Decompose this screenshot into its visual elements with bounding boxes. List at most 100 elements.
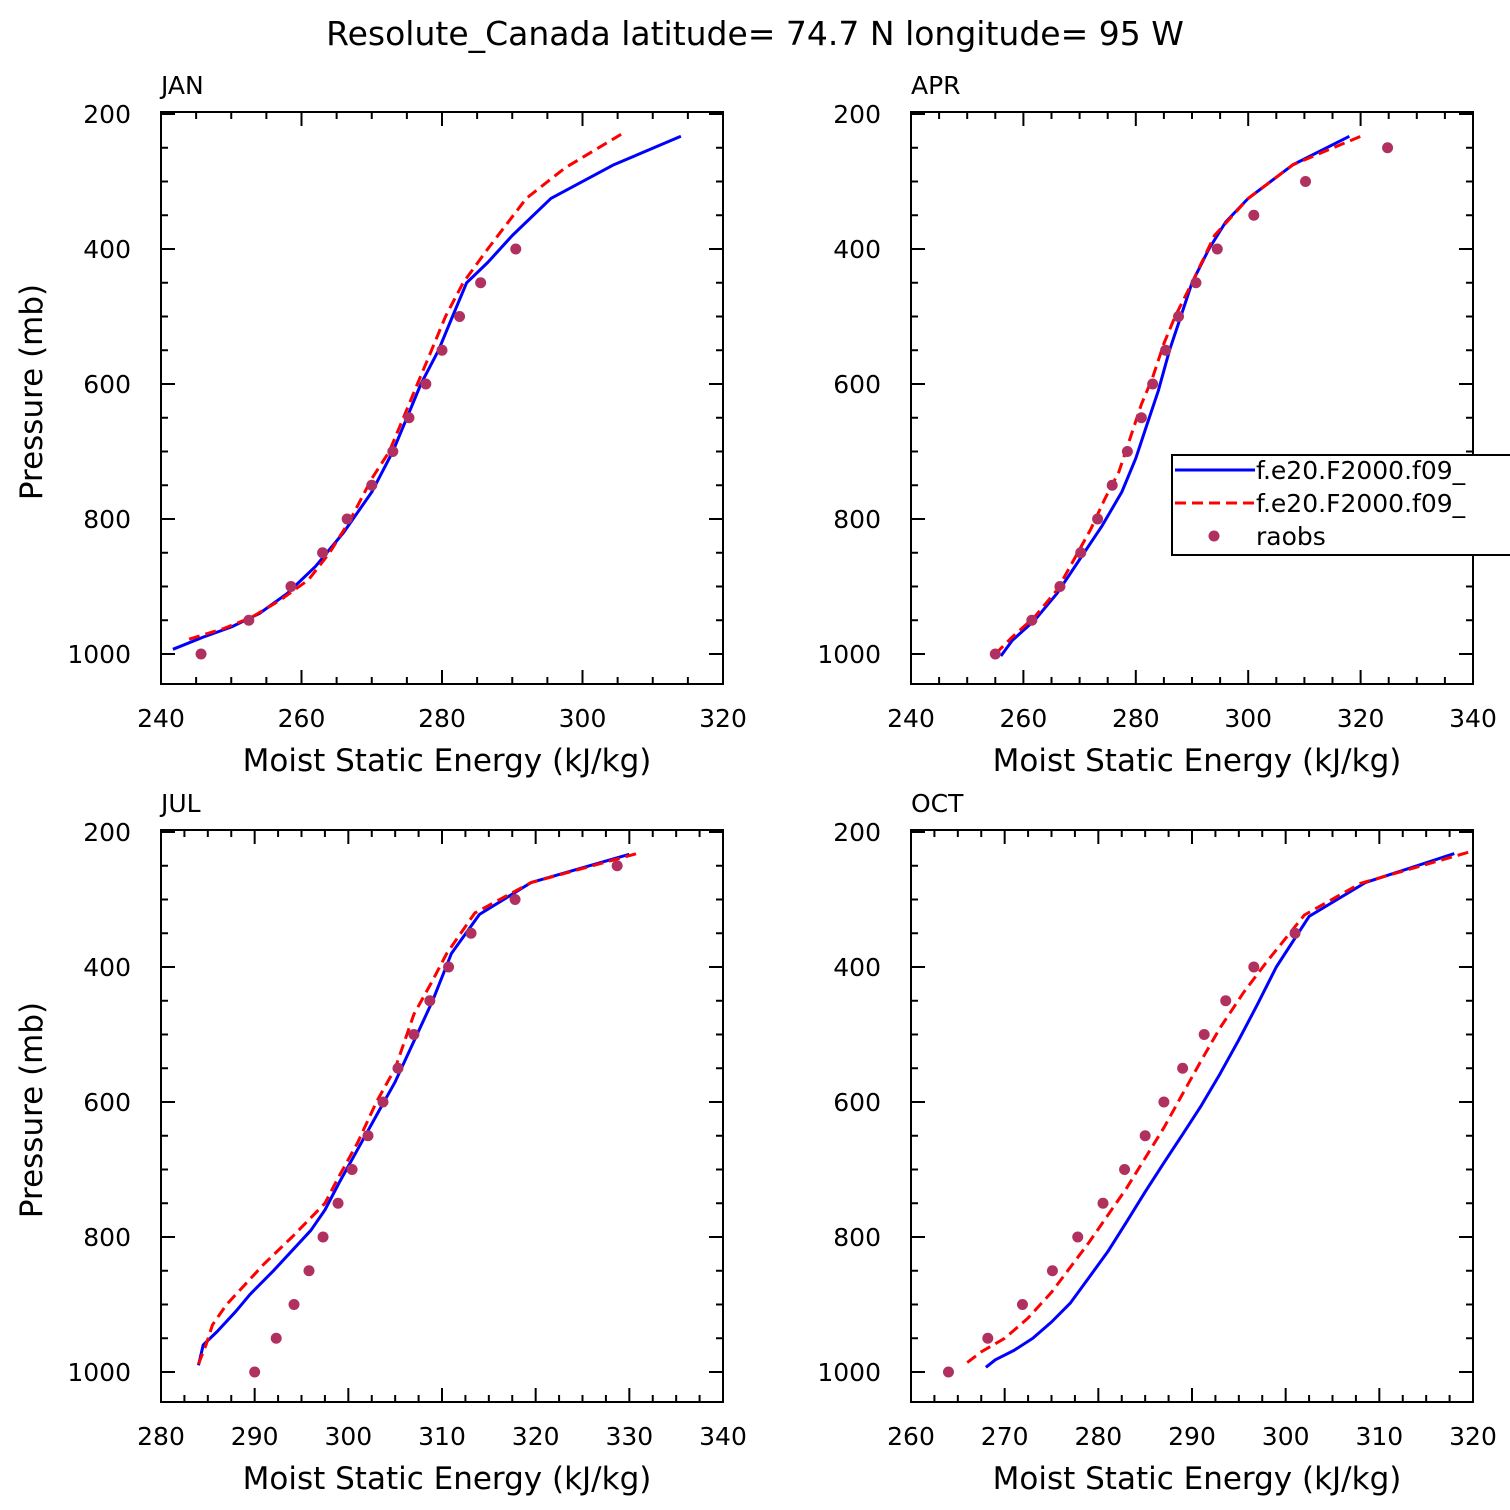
raobs-point	[611, 860, 623, 872]
x-tick-label: 310	[418, 1422, 466, 1451]
x-tick-label: 280	[1112, 704, 1160, 733]
raobs-point	[1198, 1029, 1210, 1040]
panel-title: JUL	[159, 789, 201, 818]
y-tick-label: 600	[83, 370, 131, 399]
plot-frame	[160, 111, 724, 685]
x-tick-label: 260	[1000, 704, 1048, 733]
x-tick-label: 270	[981, 1422, 1029, 1451]
raobs-point	[1026, 614, 1038, 626]
raobs-point	[942, 1366, 954, 1378]
raobs-point	[1072, 1231, 1084, 1243]
raobs-point	[1121, 446, 1133, 457]
x-tick-label: 280	[418, 704, 466, 733]
raobs-point	[443, 961, 455, 973]
raobs-point	[475, 277, 487, 289]
model2-line	[966, 850, 1469, 1364]
raobs-point	[1211, 243, 1223, 255]
y-tick-label: 800	[83, 1223, 131, 1252]
raobs-point	[1075, 547, 1087, 559]
model2-line	[188, 133, 622, 641]
raobs-point	[1097, 1197, 1109, 1209]
raobs-point	[1248, 209, 1260, 221]
raobs-point	[1177, 1062, 1189, 1074]
x-tick-label: 260	[887, 1422, 935, 1451]
x-tick-label: 300	[1262, 1422, 1310, 1451]
y-tick-label: 200	[83, 100, 131, 129]
plot-frame	[910, 111, 1474, 685]
raobs-point	[392, 1062, 404, 1074]
raobs-point	[377, 1096, 389, 1108]
x-axis-label: Moist Static Energy (kJ/kg)	[993, 1461, 1402, 1497]
raobs-point	[436, 344, 448, 356]
raobs-point	[1139, 1130, 1151, 1142]
raobs-point	[1220, 995, 1232, 1007]
x-tick-label: 320	[1337, 704, 1385, 733]
legend-label-raobs: raobs	[1256, 522, 1326, 551]
y-tick-label: 400	[833, 235, 881, 264]
y-tick-label: 400	[83, 235, 131, 264]
raobs-point	[1106, 479, 1118, 491]
y-tick-label: 1000	[67, 1358, 131, 1387]
raobs-point	[303, 1265, 315, 1277]
raobs-point	[285, 581, 297, 592]
x-axis-label: Moist Static Energy (kJ/kg)	[993, 743, 1402, 779]
raobs-point	[1016, 1299, 1028, 1310]
x-tick-label: 340	[1449, 704, 1497, 733]
y-axis-label: Pressure (mb)	[14, 1002, 50, 1218]
raobs-point	[1382, 142, 1394, 154]
raobs-point	[403, 412, 415, 424]
figure-title: Resolute_Canada latitude= 74.7 N longitu…	[326, 14, 1184, 53]
raobs-point	[454, 311, 466, 322]
model1-line	[984, 852, 1455, 1369]
model1-line	[197, 852, 630, 1366]
y-tick-label: 1000	[67, 640, 131, 669]
x-tick-label: 320	[512, 1422, 560, 1451]
x-tick-label: 290	[1168, 1422, 1216, 1451]
y-tick-label: 800	[833, 1223, 881, 1252]
raobs-point	[1300, 176, 1312, 187]
y-tick-label: 200	[833, 100, 881, 129]
x-tick-label: 260	[278, 704, 326, 733]
x-tick-label: 320	[699, 704, 747, 733]
y-tick-label: 1000	[817, 640, 881, 669]
x-tick-label: 300	[559, 704, 607, 733]
raobs-point	[1147, 378, 1159, 390]
model2-line	[994, 134, 1362, 656]
raobs-point	[1054, 581, 1066, 592]
raobs-point	[1158, 1096, 1170, 1108]
x-tick-label: 330	[605, 1422, 653, 1451]
plot-frame	[160, 829, 724, 1403]
panel-apr: APR 240 260 280 300 320 340 200 400 600 800 1000 Moi…	[817, 71, 1496, 779]
raobs-point	[341, 513, 353, 525]
raobs-point	[243, 614, 255, 626]
model1-line	[999, 134, 1351, 657]
x-axis-label: Moist Static Energy (kJ/kg)	[243, 743, 652, 779]
y-tick-label: 1000	[817, 1358, 881, 1387]
raobs-point	[465, 927, 477, 939]
raobs-point	[420, 378, 432, 390]
raobs-point	[1135, 412, 1147, 424]
x-tick-label: 240	[887, 704, 935, 733]
y-tick-label: 400	[833, 953, 881, 982]
model2-line	[197, 850, 642, 1365]
raobs-point	[1119, 1164, 1131, 1175]
raobs-point	[510, 243, 522, 255]
x-tick-label: 300	[1224, 704, 1272, 733]
raobs-point	[387, 446, 399, 457]
legend-box	[1171, 454, 1510, 556]
raobs-point	[1160, 344, 1172, 356]
x-tick-label: 300	[324, 1422, 372, 1451]
raobs-point	[1173, 311, 1185, 322]
y-tick-label: 400	[83, 953, 131, 982]
x-tick-label: 280	[1074, 1422, 1122, 1451]
model1-line	[172, 134, 682, 651]
x-tick-label: 320	[1449, 1422, 1497, 1451]
raobs-point	[332, 1197, 344, 1209]
raobs-point	[1190, 277, 1202, 289]
y-tick-label: 600	[83, 1088, 131, 1117]
x-tick-label: 280	[137, 1422, 185, 1451]
panels: JAN 240 260 280 300 320 200 400 600 800 1000 Moist …	[14, 71, 1497, 1497]
x-tick-label: 240	[137, 704, 185, 733]
raobs-point	[509, 894, 521, 905]
